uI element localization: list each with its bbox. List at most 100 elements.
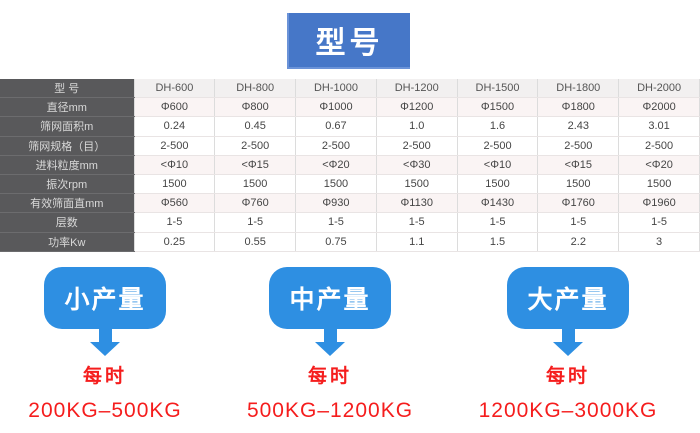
row-label: 有效筛面直mm	[0, 193, 134, 214]
table-row: 有效筛面直mm Φ560 Φ760 Φ930 Φ1130 Φ1430 Φ1760 Φ1960	[0, 193, 700, 214]
spec-table: 型 号 DH-600 DH-800 DH-1000 DH-1200 DH-1500 DH-1…	[0, 79, 700, 252]
table-cell: 2-500	[456, 136, 538, 156]
capacity-bubble-label: 中产量	[269, 267, 391, 329]
down-arrow-head	[315, 342, 345, 356]
table-cell: Φ1130	[375, 193, 458, 214]
down-arrow-icon	[220, 329, 440, 356]
row-label: 筛网规格（目）	[0, 136, 134, 156]
per-hour-label: 每时	[307, 366, 352, 387]
model-title-label: 型号	[315, 27, 384, 60]
row-label: 层数	[0, 212, 134, 233]
table-cell: 2-500	[214, 136, 296, 156]
table-cell: Φ1800	[537, 97, 619, 118]
row-label: 筛网面积m	[0, 116, 134, 137]
capacity-notes-section: 小产量每时 200KG–500KG 中产量每时 500KG–1200KG 大产量每时 12…	[0, 252, 700, 433]
down-arrow-head	[553, 342, 583, 356]
table-cell: 0.67	[295, 116, 377, 137]
down-arrow-stem	[323, 329, 337, 342]
table-row: 进料粒度mm <Φ10 <Φ15 <Φ20 <Φ30 <Φ10 <Φ15 <Φ20	[0, 155, 700, 175]
row-label-header: 型 号	[0, 79, 134, 99]
table-cell: 1500	[375, 174, 458, 195]
capacity-range-value: 1200KG–3000KG	[478, 399, 658, 422]
table-cell: 1500	[537, 174, 619, 195]
table-cell: 1-5	[375, 212, 458, 233]
table-cell: 2-500	[295, 136, 377, 156]
row-label: 直径mm	[0, 97, 134, 118]
table-cell: Φ560	[133, 193, 215, 214]
table-cell: <Φ20	[295, 155, 377, 175]
table-cell: 3.01	[618, 116, 700, 137]
table-cell: Φ600	[133, 97, 215, 118]
row-label: 功率Kw	[0, 232, 134, 252]
table-cell: Φ930	[295, 193, 377, 214]
per-hour-label: 每时	[545, 366, 590, 387]
table-cell: Φ1500	[456, 97, 538, 118]
per-hour-label: 每时	[82, 366, 127, 387]
table-cell: Φ2000	[618, 97, 700, 118]
table-cell: 0.55	[214, 232, 296, 252]
table-cell: 1.1	[375, 232, 458, 252]
table-cell: 1-5	[618, 212, 700, 233]
model-column-header: DH-600	[133, 79, 215, 99]
model-column-header: DH-1800	[537, 79, 619, 99]
table-cell: 1500	[456, 174, 538, 195]
table-cell: 3	[618, 232, 700, 252]
table-cell: Φ1430	[456, 193, 538, 214]
table-row: 功率Kw 0.25 0.55 0.75 1.1 1.5 2.2 3	[0, 232, 700, 252]
table-cell: 1.0	[375, 116, 458, 137]
down-arrow-stem	[98, 329, 112, 342]
table-cell: <Φ10	[456, 155, 538, 175]
table-cell: 2-500	[537, 136, 619, 156]
capacity-note: 中产量每时 500KG–1200KG	[220, 267, 440, 423]
table-cell: Φ1760	[537, 193, 619, 214]
table-cell: 1-5	[133, 212, 215, 233]
table-cell: 2-500	[133, 136, 215, 156]
table-cell: <Φ15	[537, 155, 619, 175]
table-cell: Φ1200	[375, 97, 458, 118]
row-label: 进料粒度mm	[0, 155, 134, 175]
model-column-header: DH-1500	[456, 79, 538, 99]
down-arrow-icon	[0, 329, 215, 356]
table-cell: 2.43	[537, 116, 619, 137]
table-cell: <Φ10	[133, 155, 215, 175]
header-row: 型 号 DH-600 DH-800 DH-1000 DH-1200 DH-1500 DH-1…	[0, 79, 700, 99]
capacity-bubble-label: 大产量	[507, 267, 629, 329]
down-arrow-stem	[561, 329, 575, 342]
table-cell: 0.45	[214, 116, 296, 137]
table-cell: 2-500	[618, 136, 700, 156]
model-column-header: DH-800	[214, 79, 296, 99]
table-cell: 1.5	[456, 232, 538, 252]
table-cell: 1-5	[214, 212, 296, 233]
table-cell: <Φ15	[214, 155, 296, 175]
table-row: 筛网规格（目） 2-500 2-500 2-500 2-500 2-500 2-500 2-5…	[0, 136, 700, 156]
model-title-box: 型号	[287, 13, 410, 69]
model-column-header: DH-2000	[618, 79, 700, 99]
capacity-bubble-label: 小产量	[44, 267, 166, 329]
table-cell: Φ760	[214, 193, 296, 214]
model-column-header: DH-1200	[375, 79, 458, 99]
table-cell: 0.75	[295, 232, 377, 252]
table-cell: 1-5	[295, 212, 377, 233]
table-cell: 1500	[214, 174, 296, 195]
capacity-note: 大产量每时 1200KG–3000KG	[458, 267, 678, 423]
table-cell: 0.25	[133, 232, 215, 252]
table-cell: 1-5	[537, 212, 619, 233]
table-cell: 2-500	[375, 136, 458, 156]
table-cell: 1-5	[456, 212, 538, 233]
table-row: 层数 1-5 1-5 1-5 1-5 1-5 1-5 1-5	[0, 212, 700, 233]
table-cell: Φ1000	[295, 97, 377, 118]
table-cell: Φ800	[214, 97, 296, 118]
capacity-range-value: 500KG–1200KG	[246, 399, 414, 422]
table-cell: 1500	[618, 174, 700, 195]
table-cell: <Φ20	[618, 155, 700, 175]
table-row: 振次rpm 1500 1500 1500 1500 1500 1500 1500	[0, 174, 700, 195]
table-cell: 1500	[295, 174, 377, 195]
table-cell: <Φ30	[375, 155, 458, 175]
spec-table-body: 直径mm Φ600 Φ800 Φ1000 Φ1200 Φ1500 Φ1800 Φ2000 筛网面…	[0, 97, 700, 252]
capacity-range-value: 200KG–500KG	[28, 399, 182, 422]
table-cell: 2.2	[537, 232, 619, 252]
table-cell: 1.6	[456, 116, 538, 137]
row-label: 振次rpm	[0, 174, 134, 195]
table-cell: 1500	[133, 174, 215, 195]
table-row: 直径mm Φ600 Φ800 Φ1000 Φ1200 Φ1500 Φ1800 Φ2000	[0, 97, 700, 118]
